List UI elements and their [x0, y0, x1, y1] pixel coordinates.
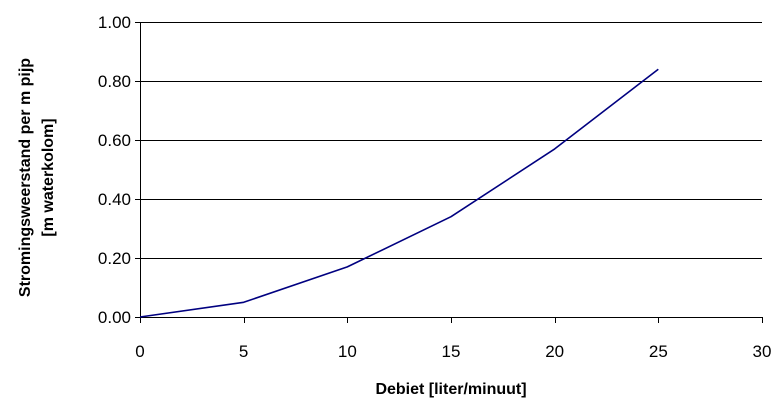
tick-labels: 0.00 0.20 0.40 0.60 0.80 1.00 0 5 10 15 20 25 30 — [98, 13, 772, 361]
y-tick-label: 0.80 — [98, 72, 131, 91]
y-tick-label: 0.40 — [98, 190, 131, 209]
y-axis-title-line-1: Stromingsweerstand per m pijp — [17, 58, 34, 297]
series-layer — [139, 68, 659, 318]
y-tick-label: 1.00 — [98, 13, 131, 32]
series-line — [139, 68, 659, 318]
x-tick-label: 30 — [753, 342, 772, 361]
x-tick-label: 0 — [135, 342, 144, 361]
y-tick-label: 0.00 — [98, 308, 131, 327]
axes — [135, 22, 763, 323]
x-tick-label: 10 — [338, 342, 357, 361]
y-tick-label: 0.20 — [98, 249, 131, 268]
y-axis-title-line-2: [m waterkolom] — [40, 118, 57, 236]
x-tick-label: 5 — [239, 342, 248, 361]
gridlines — [140, 22, 762, 318]
y-tick-label: 0.60 — [98, 131, 131, 150]
axis-titles: Debiet [liter/minuut] Stromingsweerstand… — [17, 58, 527, 398]
x-tick-label: 20 — [545, 342, 564, 361]
x-tick-label: 15 — [442, 342, 461, 361]
x-axis-title: Debiet [liter/minuut] — [375, 381, 526, 398]
x-tick-label: 25 — [649, 342, 668, 361]
